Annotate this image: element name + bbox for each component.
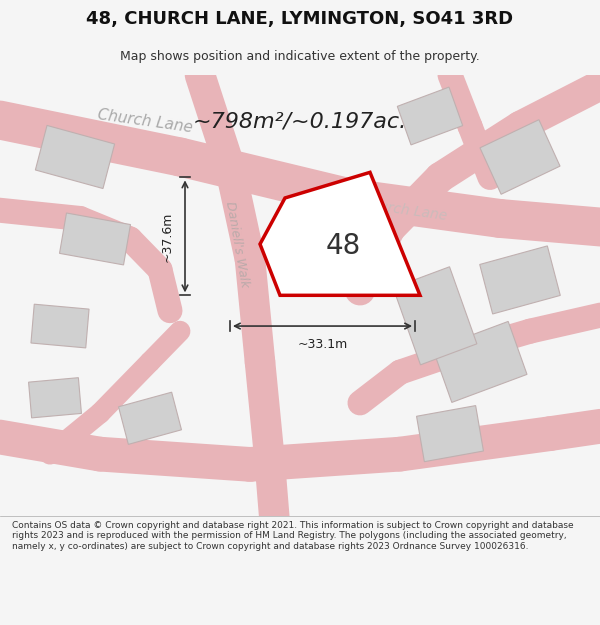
Text: ~798m²/~0.197ac.: ~798m²/~0.197ac.	[193, 111, 407, 131]
Text: Church Lane: Church Lane	[360, 198, 448, 223]
Polygon shape	[260, 173, 420, 295]
Polygon shape	[433, 321, 527, 402]
Polygon shape	[397, 87, 463, 145]
Polygon shape	[35, 126, 115, 189]
Polygon shape	[29, 378, 82, 418]
Text: ~37.6m: ~37.6m	[161, 211, 173, 262]
Text: Map shows position and indicative extent of the property.: Map shows position and indicative extent…	[120, 50, 480, 62]
Polygon shape	[59, 213, 130, 265]
Polygon shape	[119, 392, 181, 444]
Polygon shape	[416, 406, 484, 462]
Polygon shape	[31, 304, 89, 348]
Text: Contains OS data © Crown copyright and database right 2021. This information is : Contains OS data © Crown copyright and d…	[12, 521, 574, 551]
Text: 48: 48	[325, 232, 361, 260]
Text: 48, CHURCH LANE, LYMINGTON, SO41 3RD: 48, CHURCH LANE, LYMINGTON, SO41 3RD	[86, 10, 514, 27]
Polygon shape	[480, 246, 560, 314]
Polygon shape	[393, 267, 477, 365]
Text: Daniell's Walk: Daniell's Walk	[223, 200, 251, 288]
Text: ~33.1m: ~33.1m	[298, 338, 347, 351]
Text: Church Lane: Church Lane	[97, 107, 194, 135]
Polygon shape	[480, 119, 560, 194]
